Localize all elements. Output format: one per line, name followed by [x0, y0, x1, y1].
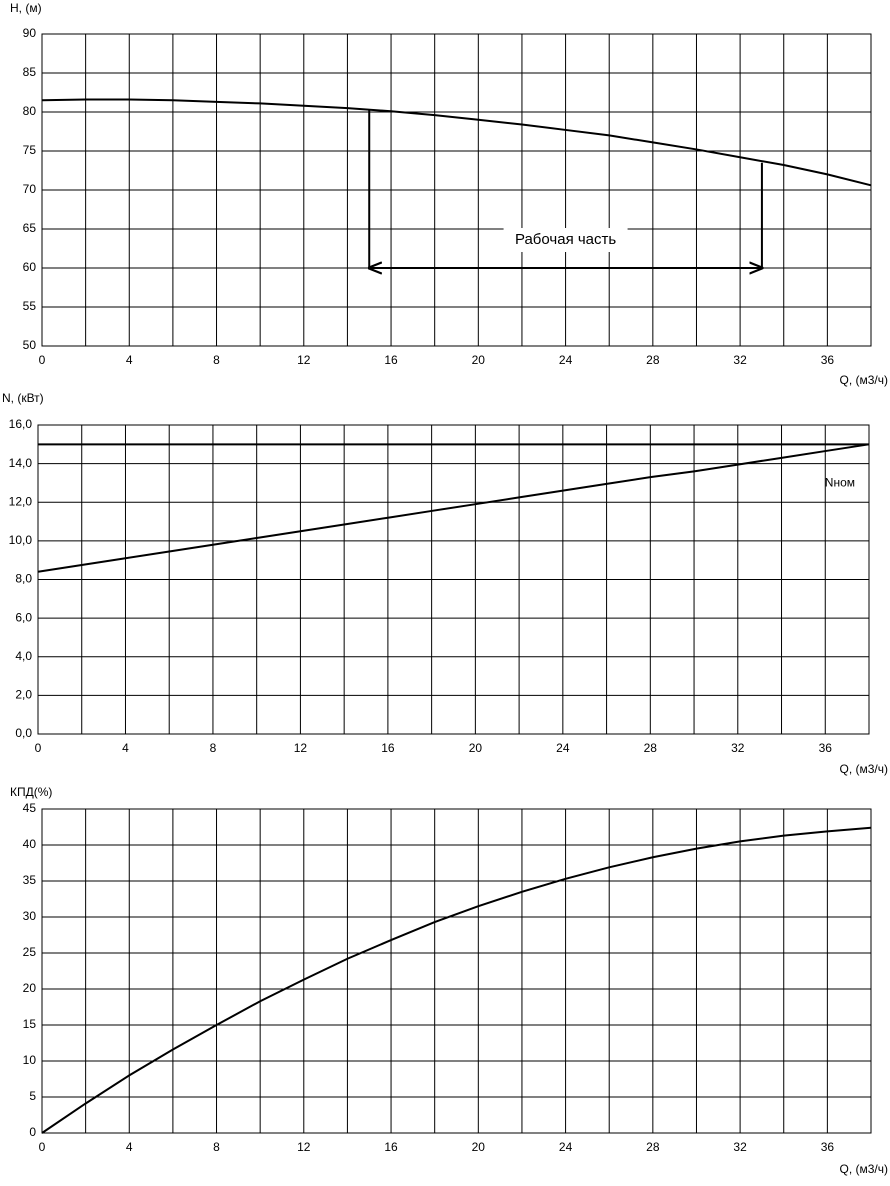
x-tick-label: 0 — [39, 1140, 46, 1154]
x-tick-label: 16 — [384, 353, 398, 367]
curve — [37, 443, 870, 573]
x-tick-label: 36 — [821, 1140, 835, 1154]
y-tick-label: 55 — [23, 299, 37, 313]
y-tick-label: 0 — [29, 1125, 36, 1139]
plot-frame — [37, 424, 870, 735]
x-tick-label: 8 — [210, 741, 217, 755]
y-tick-label: 0,0 — [15, 726, 32, 740]
x-tick-label: 28 — [646, 353, 660, 367]
y-tick-label: 10,0 — [9, 533, 33, 547]
y-tick-label: 4,0 — [15, 649, 32, 663]
curve — [41, 98, 872, 187]
y-tick-label: 50 — [23, 338, 37, 352]
x-tick-label: 24 — [559, 1140, 573, 1154]
x-tick-label: 12 — [294, 741, 308, 755]
annotation: Рабочая часть — [515, 231, 616, 248]
y-tick-label: 65 — [23, 221, 37, 235]
x-tick-label: 32 — [733, 1140, 747, 1154]
y-tick-label: 70 — [23, 182, 37, 196]
y-tick-label: 80 — [23, 104, 37, 118]
x-tick-label: 4 — [126, 353, 133, 367]
x-tick-label: 20 — [472, 1140, 486, 1154]
x-tick-label: 12 — [297, 353, 311, 367]
y-tick-label: 75 — [23, 143, 37, 157]
x-tick-label: 12 — [297, 1140, 311, 1154]
curve — [41, 826, 872, 1134]
plot-frame — [41, 33, 872, 347]
y-tick-label: 25 — [23, 945, 37, 959]
y-tick-label: 12,0 — [9, 494, 33, 508]
y-tick-label: 90 — [23, 26, 37, 40]
x-tick-label: 24 — [556, 741, 570, 755]
y-tick-label: 60 — [23, 260, 37, 274]
x-tick-label: 16 — [384, 1140, 398, 1154]
x-axis-label: Q, (м3/ч) — [839, 762, 888, 776]
x-axis-label: Q, (м3/ч) — [839, 373, 888, 387]
x-tick-label: 0 — [39, 353, 46, 367]
x-tick-label: 32 — [731, 741, 745, 755]
y-tick-label: 6,0 — [15, 610, 32, 624]
x-tick-label: 8 — [213, 353, 220, 367]
y-tick-label: 10 — [23, 1053, 37, 1067]
y-tick-label: 40 — [23, 837, 37, 851]
series-label: Nном — [825, 475, 855, 489]
y-axis-label: N, (кВт) — [2, 391, 44, 405]
y-tick-label: 45 — [23, 801, 37, 815]
y-tick-label: 85 — [23, 65, 37, 79]
x-tick-label: 16 — [381, 741, 395, 755]
x-axis-label: Q, (м3/ч) — [839, 1162, 888, 1176]
y-axis-label: H, (м) — [10, 1, 42, 15]
x-tick-label: 0 — [35, 741, 42, 755]
y-tick-label: 8,0 — [15, 572, 32, 586]
x-tick-label: 24 — [559, 353, 573, 367]
y-tick-label: 16,0 — [9, 417, 33, 431]
x-tick-label: 20 — [472, 353, 486, 367]
y-tick-label: 5 — [29, 1089, 36, 1103]
annotation-bg — [503, 228, 628, 252]
x-tick-label: 20 — [469, 741, 483, 755]
x-tick-label: 32 — [733, 353, 747, 367]
y-tick-label: 20 — [23, 981, 37, 995]
x-tick-label: 28 — [644, 741, 658, 755]
y-tick-label: 2,0 — [15, 688, 32, 702]
x-tick-label: 36 — [821, 353, 835, 367]
y-tick-label: 14,0 — [9, 456, 33, 470]
x-tick-label: 4 — [122, 741, 129, 755]
x-tick-label: 36 — [819, 741, 833, 755]
x-tick-label: 4 — [126, 1140, 133, 1154]
y-tick-label: 30 — [23, 909, 37, 923]
plot-frame — [41, 808, 872, 1134]
y-axis-label: КПД(%) — [10, 785, 52, 799]
y-tick-label: 15 — [23, 1017, 37, 1031]
x-tick-label: 8 — [213, 1140, 220, 1154]
y-tick-label: 35 — [23, 873, 37, 887]
x-tick-label: 28 — [646, 1140, 660, 1154]
